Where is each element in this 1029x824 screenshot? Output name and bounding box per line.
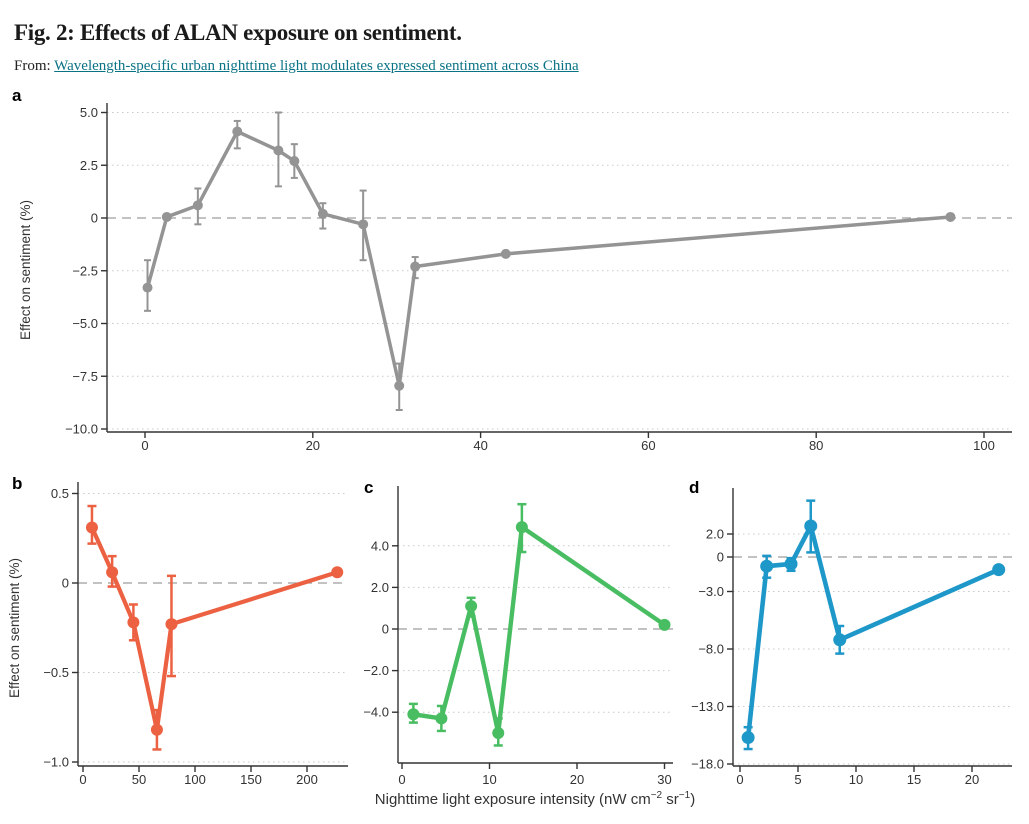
x-axis-label-text: Nighttime light exposure intensity (nW c…	[374, 791, 651, 808]
data-point	[331, 566, 344, 579]
x-tick-label: 60	[641, 438, 655, 453]
panel-label-b: b	[12, 474, 23, 493]
x-axis-label: Nighttime light exposure intensity (nW c…	[60, 790, 1010, 808]
panel-a-chart: Effect on sentiment (%) 0 20 40 60 80 100 5.0 2…	[18, 103, 1012, 453]
y-tick-label: −10.0	[65, 422, 98, 437]
panel-a-y-axis-label: Effect on sentiment (%)	[18, 200, 33, 340]
data-point	[658, 618, 671, 631]
x-axis-label-sup-2: −1	[678, 790, 691, 801]
panel-d-chart: 0 5 10 15 20 2.0 0 −3.0 −8.0 −13.0 −18.0	[691, 488, 1012, 787]
data-point	[142, 282, 153, 293]
x-tick-label: 0	[398, 772, 405, 787]
data-point	[192, 200, 203, 211]
x-tick-label: 0	[736, 772, 743, 787]
x-tick-label: 20	[570, 772, 584, 787]
x-tick-label: 150	[240, 772, 262, 787]
article-link[interactable]: Wavelength-specific urban nighttime ligh…	[54, 58, 579, 74]
data-line	[745, 523, 1001, 740]
data-point	[410, 261, 421, 272]
y-tick-label: 2.0	[371, 580, 389, 595]
data-point	[992, 563, 1006, 577]
data-point	[407, 708, 420, 721]
data-line	[411, 524, 667, 736]
data-point	[85, 521, 98, 534]
x-tick-label: 0	[141, 438, 148, 453]
panel-label-a: a	[12, 86, 22, 105]
data-point	[394, 380, 405, 391]
data-point	[515, 521, 528, 534]
data-point	[833, 633, 847, 647]
from-label: From:	[14, 58, 51, 74]
data-point	[165, 618, 178, 631]
data-point	[492, 727, 505, 739]
panel-b-chart: Effect on sentiment (%) 0 50 100 150 200 0.5 0…	[7, 482, 348, 787]
data-point	[465, 600, 478, 613]
x-axis-label-text-2: sr	[662, 791, 679, 808]
x-tick-label: 50	[132, 772, 146, 787]
y-tick-label: 0	[62, 576, 69, 591]
data-point	[741, 731, 755, 745]
y-tick-label: −18.0	[691, 757, 724, 772]
x-tick-label: 10	[482, 772, 496, 787]
y-tick-label: 4.0	[371, 538, 389, 553]
data-point	[289, 156, 300, 167]
y-tick-label: −2.0	[363, 663, 389, 678]
x-tick-label: 20	[965, 772, 979, 787]
y-tick-label: 2.5	[80, 158, 98, 173]
y-tick-label: 0.5	[51, 486, 69, 501]
x-axis-label-text-3: )	[690, 791, 696, 808]
data-point	[127, 616, 140, 629]
figure-title: Fig. 2: Effects of ALAN exposure on sent…	[14, 20, 462, 46]
x-tick-label: 200	[296, 772, 318, 787]
x-tick-label: 15	[907, 772, 921, 787]
y-tick-label: −8.0	[698, 642, 724, 657]
data-point	[945, 211, 956, 222]
y-tick-label: −13.0	[691, 699, 724, 714]
panel-b-y-axis-label: Effect on sentiment (%)	[7, 558, 22, 698]
data-point	[358, 219, 369, 230]
x-tick-label: 5	[794, 772, 801, 787]
x-tick-label: 0	[79, 772, 86, 787]
panel-label-d: d	[689, 478, 700, 497]
data-point	[106, 566, 119, 579]
panel-c-chart: 0 10 20 30 4.0 2.0 0 −2.0 −4.0	[363, 486, 673, 787]
x-axis-label-sup-1: −2	[650, 790, 663, 801]
data-point	[150, 723, 163, 736]
y-tick-label: 2.0	[706, 527, 724, 542]
data-line	[145, 129, 953, 388]
y-tick-label: −0.5	[43, 665, 69, 680]
data-point	[161, 211, 172, 222]
y-tick-label: −5.0	[72, 316, 98, 331]
y-tick-label: −3.0	[698, 584, 724, 599]
y-tick-label: 0	[91, 211, 98, 226]
data-point	[500, 248, 511, 259]
data-point	[232, 126, 243, 137]
x-tick-label: 20	[306, 438, 320, 453]
x-tick-label: 100	[184, 772, 206, 787]
x-tick-label: 80	[809, 438, 823, 453]
y-tick-label: 5.0	[80, 105, 98, 120]
y-tick-label: −7.5	[72, 369, 98, 384]
data-point	[784, 557, 798, 571]
x-tick-label: 100	[973, 438, 995, 453]
panel-label-c: c	[364, 478, 374, 497]
y-tick-label: −4.0	[363, 705, 389, 720]
data-point	[435, 712, 448, 725]
x-tick-label: 40	[473, 438, 487, 453]
y-tick-label: 0	[717, 550, 724, 565]
y-tick-label: 0	[382, 622, 389, 637]
y-tick-label: −1.0	[43, 755, 69, 770]
data-point	[317, 208, 328, 219]
data-point	[273, 145, 284, 156]
x-tick-label: 10	[849, 772, 863, 787]
data-point	[760, 559, 774, 573]
x-tick-label: 30	[657, 772, 671, 787]
y-tick-label: −2.5	[72, 263, 98, 278]
data-line	[89, 525, 340, 732]
data-point	[804, 519, 818, 533]
from-line: From: Wavelength-specific urban nighttim…	[14, 58, 579, 75]
